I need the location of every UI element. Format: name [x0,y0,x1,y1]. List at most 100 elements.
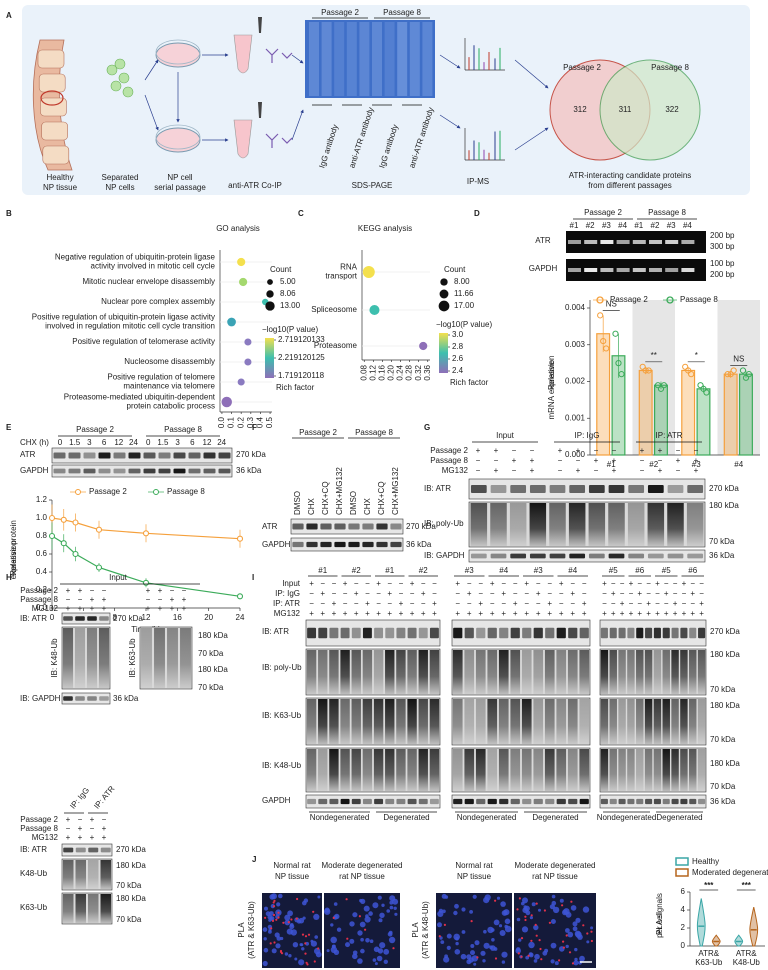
nucleus [586,940,590,944]
replicate-dot [600,337,607,345]
sign: − [570,599,575,608]
band [98,468,111,474]
blot-label: IB: K63-Ub [262,711,302,720]
legend-label: 2.4 [452,366,464,375]
blot [51,464,233,478]
term-label: Proteasome-mediated ubiquitin-dependent [64,393,216,402]
blot-label: IB: GAPDH [424,551,465,560]
gel-band [632,240,646,244]
band [609,798,617,805]
sample-header: #1 [318,566,327,575]
gel-band [600,268,614,272]
lane-label: CHX+CQ [377,481,386,515]
nucleus [352,953,358,960]
nucleus [574,947,578,952]
replicate-dot [660,382,668,389]
nucleus [501,910,508,916]
sign: + [78,824,83,833]
sign: − [620,589,625,598]
sign: + [343,579,348,588]
band [396,627,406,639]
row-label: Passage 8 [20,595,58,604]
np-cell [118,72,130,84]
pla-signal [520,937,524,940]
pla-signal [539,947,542,951]
sign: − [399,589,404,598]
blot [305,697,441,746]
sign: − [682,599,687,608]
sign: + [611,609,616,618]
smear [521,699,532,744]
size-legend-dot [438,300,450,312]
nucleus [528,952,534,958]
kda-label: 270 kDa [116,845,146,854]
band [334,523,346,530]
pla-signal [538,939,541,942]
pla-signal [535,902,538,905]
lane-label: #2 [586,221,595,230]
legend-label: Passage 2 [89,487,127,496]
smear [464,650,475,694]
sign: + [682,609,687,618]
band [203,468,216,474]
row-label: MG132 [32,604,59,613]
smear [653,699,662,744]
smear [510,650,521,694]
nucleus [269,911,274,916]
panel-label: D [474,209,480,218]
antibody [265,48,293,63]
band [600,627,608,639]
nucleus [352,912,358,918]
blot-label: GAPDH [262,796,291,805]
pla-signal [317,947,320,950]
sign: + [78,833,83,842]
lane-label: 1.5 [69,438,81,447]
blot [599,648,707,696]
x-tick-label: 0.4 [256,416,265,428]
smear [141,628,152,688]
band [609,627,617,639]
pla-signal [287,921,290,924]
smear [644,749,653,791]
sign: + [513,609,518,618]
sign: − [455,589,460,598]
sign: + [66,604,71,613]
nucleus [515,948,521,954]
x-tick-label: 24 [236,613,245,622]
pla-signal [543,909,547,912]
sign: − [387,579,392,588]
vertebra [42,145,70,165]
nucleus [572,926,578,932]
sign: − [332,579,337,588]
x-tick-label: 0.3 [246,416,255,428]
sign: − [620,579,625,588]
lane-label: 24 [217,438,226,447]
sign: + [640,446,645,455]
sign: + [467,589,472,598]
sign: + [602,579,607,588]
x-tick-label: 0.5 [265,416,274,428]
image-header: NP tissue [457,872,492,881]
band [320,541,332,548]
band [533,798,543,805]
sign: − [594,466,599,475]
row-label: Passage 8 [20,824,58,833]
nucleus [388,936,396,944]
nucleus [484,894,491,901]
smear [180,628,191,688]
sign: + [658,446,663,455]
band [320,523,332,530]
nucleus [542,950,548,956]
sign: + [524,609,529,618]
side-label: (ATR & K48-Ub) [421,901,430,959]
legend-label: 2.8 [452,342,464,351]
nucleus [574,930,581,937]
panel-label: H [6,573,12,582]
point [60,540,67,547]
arrow [291,54,304,64]
pla-signal [270,927,273,930]
pla-signal [313,960,316,963]
sign: + [655,609,660,618]
nucleus [453,910,458,916]
sign: − [673,579,678,588]
